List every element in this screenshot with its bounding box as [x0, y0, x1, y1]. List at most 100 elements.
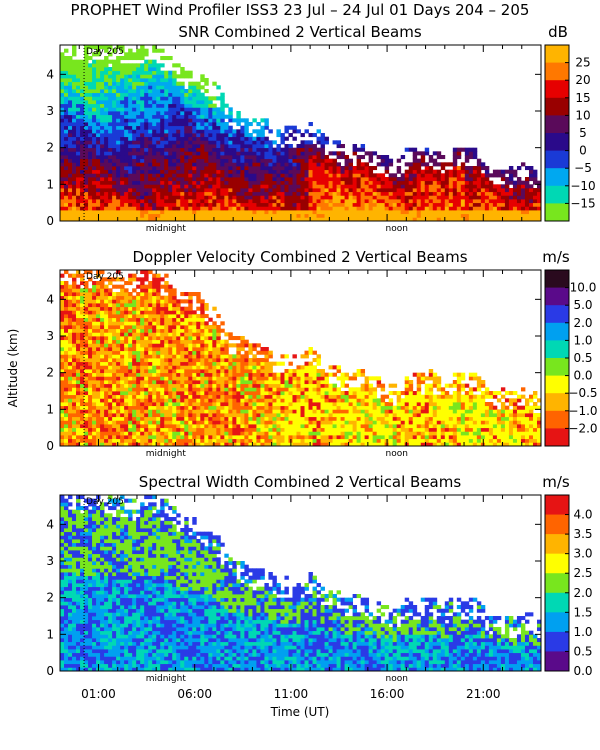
heatmap-cell — [188, 206, 193, 211]
heatmap-cell — [276, 158, 281, 163]
heatmap-cell — [148, 372, 153, 377]
heatmap-cell — [172, 288, 177, 293]
heatmap-cell — [276, 144, 281, 149]
heatmap-cell — [88, 114, 93, 119]
heatmap-cell — [468, 177, 474, 182]
heatmap-cell — [80, 63, 85, 68]
heatmap-cell — [444, 202, 450, 207]
heatmap-cell — [324, 202, 329, 207]
heatmap-cell — [200, 442, 205, 447]
heatmap-cell — [260, 158, 265, 163]
heatmap-cell — [420, 199, 426, 204]
heatmap-cell — [212, 107, 217, 112]
heatmap-cell — [200, 427, 205, 432]
heatmap-cell — [164, 328, 169, 333]
heatmap-cell — [72, 63, 77, 68]
heatmap-cell — [144, 328, 149, 333]
heatmap-cell — [124, 306, 129, 311]
heatmap-cell — [60, 317, 65, 322]
heatmap-cell — [80, 336, 85, 341]
heatmap-cell — [300, 210, 305, 215]
heatmap-cell — [236, 217, 241, 222]
heatmap-cell — [124, 74, 129, 79]
heatmap-cell — [80, 369, 85, 374]
heatmap-cell — [440, 173, 446, 178]
heatmap-cell — [364, 199, 370, 204]
heatmap-cell — [72, 321, 77, 326]
heatmap-cell — [136, 416, 141, 421]
heatmap-cell — [456, 217, 462, 222]
heatmap-cell — [76, 273, 81, 278]
heatmap-cell — [180, 147, 185, 152]
heatmap-cell — [516, 206, 522, 211]
heatmap-cell — [236, 191, 241, 196]
heatmap-cell — [60, 140, 65, 145]
heatmap-cell — [108, 383, 113, 388]
heatmap-cell — [196, 136, 201, 141]
heatmap-cell — [116, 383, 121, 388]
heatmap-cell — [140, 63, 145, 68]
heatmap-cell — [244, 144, 249, 149]
heatmap-cell — [124, 188, 129, 193]
heatmap-cell — [72, 431, 77, 436]
heatmap-cell — [128, 354, 133, 359]
heatmap-cell — [60, 358, 65, 363]
heatmap-cell — [212, 184, 217, 189]
heatmap-cell — [132, 133, 137, 138]
heatmap-cell — [152, 151, 157, 156]
heatmap-cell — [116, 169, 121, 174]
heatmap-cell — [176, 387, 181, 392]
heatmap-cell — [272, 162, 277, 167]
heatmap-cell — [304, 162, 309, 167]
heatmap-cell — [204, 129, 209, 134]
heatmap-cell — [120, 122, 125, 127]
heatmap-cell — [408, 184, 414, 189]
heatmap-cell — [88, 147, 93, 152]
heatmap-cell — [108, 217, 113, 222]
heatmap-cell — [68, 409, 73, 414]
heatmap-cell — [80, 354, 85, 359]
heatmap-cell — [156, 391, 161, 396]
heatmap-cell — [112, 213, 117, 218]
heatmap-cell — [316, 166, 321, 171]
heatmap-cell — [392, 173, 398, 178]
heatmap-cell — [72, 284, 77, 289]
heatmap-cell — [364, 195, 370, 200]
heatmap-cell — [184, 180, 189, 185]
heatmap-cell — [72, 45, 77, 50]
heatmap-cell — [136, 369, 141, 374]
heatmap-cell — [196, 133, 201, 138]
heatmap-cell — [72, 409, 77, 414]
heatmap-cell — [352, 151, 358, 156]
heatmap-cell — [60, 96, 65, 101]
heatmap-cell — [84, 122, 89, 127]
heatmap-cell — [132, 78, 137, 83]
heatmap-cell — [156, 273, 161, 278]
heatmap-cell — [384, 184, 390, 189]
heatmap-cell — [204, 184, 209, 189]
heatmap-cell — [60, 343, 65, 348]
heatmap-cell — [448, 173, 454, 178]
heatmap-cell — [184, 413, 189, 418]
heatmap-cell — [204, 383, 209, 388]
heatmap-cell — [392, 195, 398, 200]
heatmap-cell — [116, 369, 121, 374]
heatmap-cell — [136, 52, 141, 57]
heatmap-cell — [188, 195, 193, 200]
heatmap-cell — [312, 206, 317, 211]
heatmap-cell — [68, 354, 73, 359]
heatmap-cell — [168, 92, 173, 97]
heatmap-cell — [432, 184, 438, 189]
heatmap-cell — [108, 350, 113, 355]
heatmap-cell — [312, 188, 317, 193]
heatmap-cell — [124, 383, 129, 388]
heatmap-cell — [148, 402, 153, 407]
heatmap-cell — [64, 372, 69, 377]
heatmap-cell — [60, 155, 65, 160]
heatmap-cell — [144, 358, 149, 363]
heatmap-cell — [256, 173, 261, 178]
heatmap-cell — [320, 158, 325, 163]
heatmap-cell — [100, 173, 105, 178]
heatmap-cell — [176, 314, 181, 319]
heatmap-cell — [128, 136, 133, 141]
